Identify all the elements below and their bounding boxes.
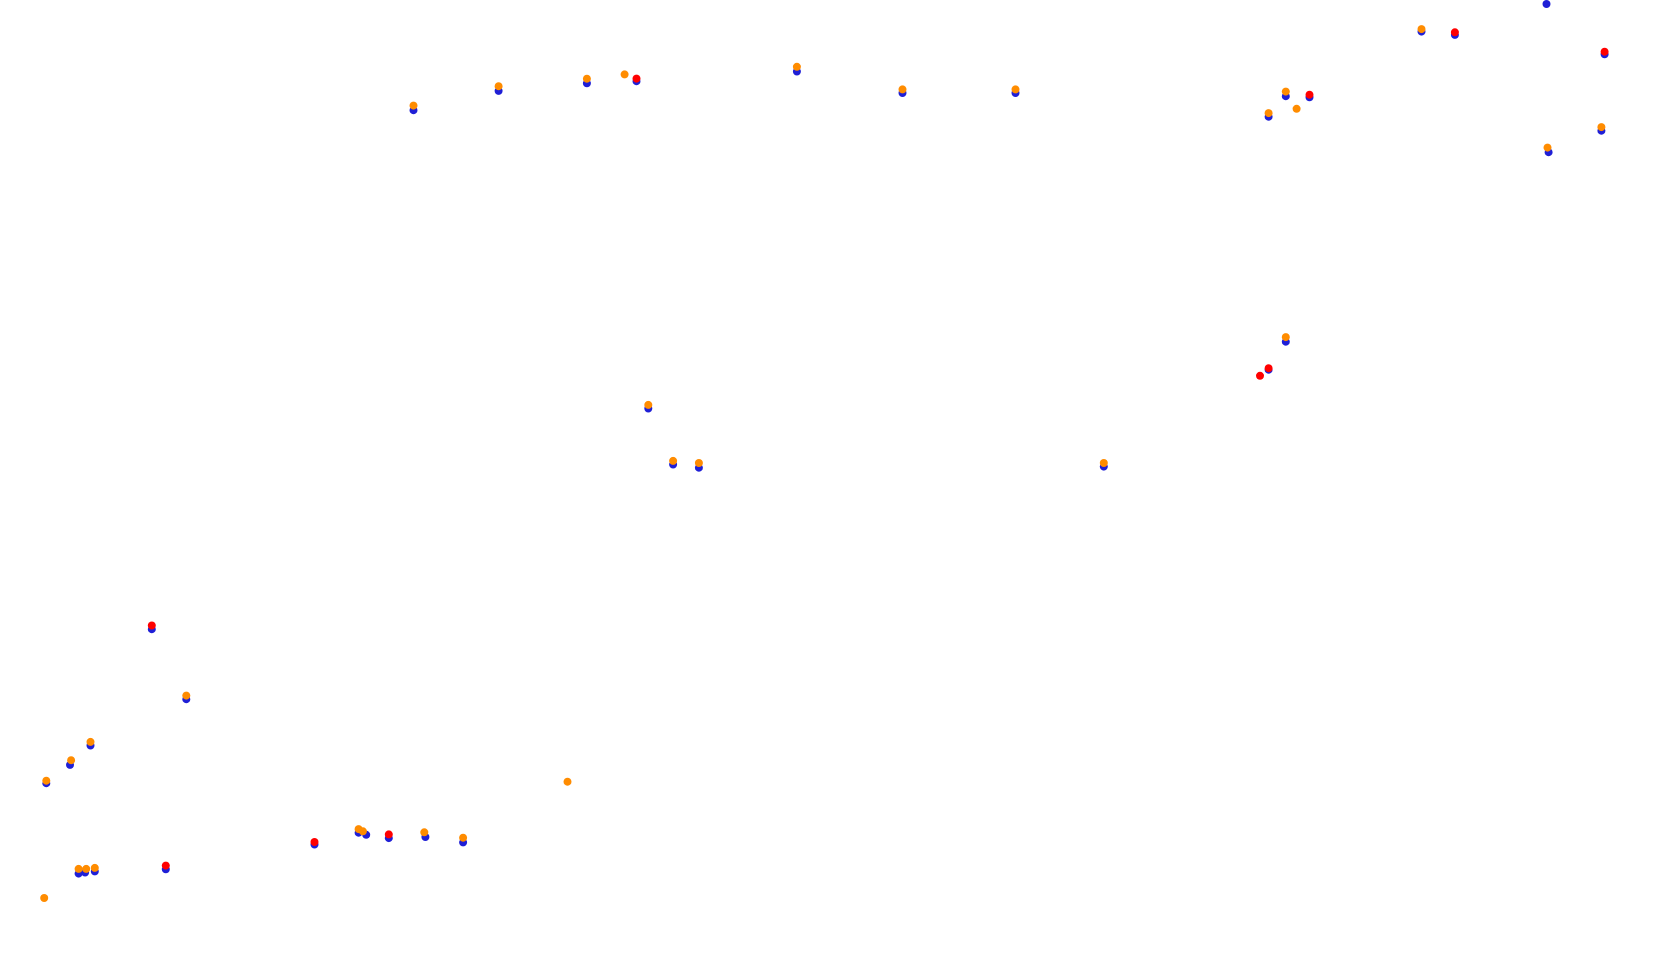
orange-point-2 (582, 74, 591, 83)
orange-point-29 (459, 833, 468, 842)
orange-point-17 (1099, 459, 1108, 467)
red-point-4 (1264, 364, 1273, 373)
orange-point-28 (420, 828, 429, 837)
red-point-5 (1256, 371, 1264, 380)
orange-point-5 (898, 85, 907, 94)
red-point-2 (1450, 28, 1459, 37)
orange-point-15 (669, 456, 678, 465)
orange-point-27 (358, 827, 367, 836)
orange-point-19 (86, 737, 95, 746)
data-points (40, 0, 1609, 902)
orange-point-12 (1543, 143, 1552, 152)
orange-point-9 (1292, 104, 1301, 113)
orange-point-24 (90, 863, 99, 872)
orange-point-3 (620, 70, 629, 79)
orange-point-11 (1597, 123, 1606, 132)
red-point-9 (384, 830, 393, 839)
orange-point-7 (1264, 109, 1273, 118)
orange-point-30 (563, 777, 572, 786)
orange-point-10 (1417, 25, 1426, 34)
orange-point-22 (74, 864, 83, 873)
orange-point-23 (82, 864, 91, 873)
red-point-6 (147, 621, 156, 630)
orange-point-1 (494, 82, 503, 91)
orange-point-8 (1281, 87, 1290, 96)
orange-point-0 (409, 101, 418, 110)
orange-point-4 (792, 62, 801, 71)
orange-point-16 (694, 459, 703, 467)
red-point-3 (1600, 47, 1609, 56)
orange-point-18 (182, 691, 191, 700)
orange-point-13 (1281, 333, 1290, 342)
red-point-1 (1305, 90, 1314, 99)
orange-point-6 (1011, 85, 1020, 94)
orange-point-14 (644, 400, 653, 409)
orange-point-25 (40, 894, 49, 902)
orange-point-21 (42, 776, 51, 785)
blue-point-12 (1542, 0, 1551, 8)
red-point-8 (310, 838, 319, 846)
red-point-7 (161, 861, 170, 870)
red-point-0 (632, 74, 641, 83)
orange-point-20 (67, 756, 76, 765)
